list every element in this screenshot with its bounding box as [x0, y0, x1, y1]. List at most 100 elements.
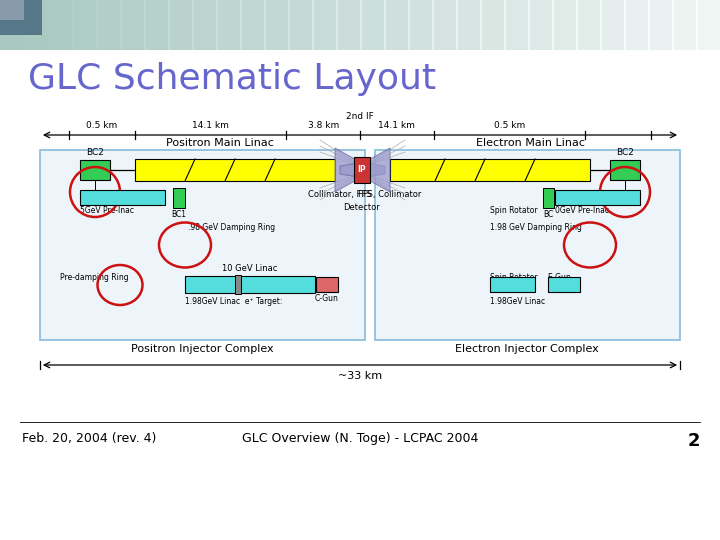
Bar — [0, 0, 42, 35]
Bar — [108, 0, 127, 50]
Text: .98 GeV Damping Ring: .98 GeV Damping Ring — [188, 223, 275, 232]
Text: Detector: Detector — [343, 203, 380, 212]
Bar — [666, 0, 685, 50]
Polygon shape — [360, 162, 385, 178]
Bar — [648, 0, 667, 50]
Bar — [522, 0, 541, 50]
Text: 5GeV Pre-Inac: 5GeV Pre-Inac — [80, 206, 134, 215]
Text: Positron Injector Complex: Positron Injector Complex — [131, 344, 274, 354]
Bar — [468, 0, 487, 50]
Bar — [432, 0, 451, 50]
Text: 14.1 km: 14.1 km — [192, 121, 229, 130]
Text: 1.98 GeV Damping Ring: 1.98 GeV Damping Ring — [490, 223, 582, 232]
Bar — [144, 0, 163, 50]
FancyBboxPatch shape — [40, 150, 365, 340]
Text: 1.98GeV Linac: 1.98GeV Linac — [490, 297, 545, 306]
Bar — [543, 188, 554, 208]
Bar — [235, 275, 241, 294]
Bar — [548, 277, 580, 292]
Bar — [456, 0, 482, 50]
Text: E Gun: E Gun — [548, 273, 571, 281]
Bar — [48, 0, 74, 50]
Bar — [0, 0, 720, 50]
Bar — [360, 0, 386, 50]
Text: 2: 2 — [688, 432, 700, 450]
Bar — [0, 0, 24, 20]
Text: 1.98GeV Linac  e⁺ Target:: 1.98GeV Linac e⁺ Target: — [185, 297, 282, 306]
Text: Collimator, FFS: Collimator, FFS — [308, 190, 372, 199]
Bar — [408, 0, 434, 50]
Text: BC2: BC2 — [616, 148, 634, 157]
Text: 2nd IF: 2nd IF — [346, 112, 374, 121]
Bar — [558, 0, 577, 50]
Bar — [24, 0, 50, 50]
Bar — [342, 0, 361, 50]
Bar — [648, 0, 674, 50]
Bar — [192, 0, 218, 50]
Bar — [552, 0, 578, 50]
Bar — [126, 0, 145, 50]
Bar — [540, 0, 559, 50]
Bar — [173, 188, 185, 208]
Bar — [555, 190, 640, 205]
Text: IP: IP — [358, 165, 366, 174]
Bar — [696, 0, 720, 50]
Bar — [185, 276, 315, 293]
Text: 0.5 km: 0.5 km — [494, 121, 525, 130]
Bar — [216, 0, 242, 50]
Text: BC2: BC2 — [86, 148, 104, 157]
Bar — [198, 0, 217, 50]
Bar — [486, 0, 505, 50]
Bar — [90, 0, 109, 50]
Text: Pre-damping Ring: Pre-damping Ring — [60, 273, 129, 281]
Bar — [54, 0, 73, 50]
Bar — [80, 160, 110, 180]
FancyBboxPatch shape — [375, 150, 680, 340]
Bar — [624, 0, 650, 50]
Bar — [600, 0, 626, 50]
Bar — [324, 0, 343, 50]
Text: BC: BC — [543, 210, 553, 219]
Bar — [216, 0, 235, 50]
Bar — [316, 277, 338, 292]
Bar — [576, 0, 595, 50]
Bar — [36, 0, 55, 50]
Text: Spin Rotator: Spin Rotator — [490, 206, 538, 215]
Bar — [288, 0, 314, 50]
Bar — [360, 0, 379, 50]
Text: 0.5 km: 0.5 km — [86, 121, 117, 130]
Bar — [336, 0, 362, 50]
Bar — [0, 0, 26, 50]
Bar — [594, 0, 613, 50]
Bar — [684, 0, 703, 50]
Bar — [80, 190, 165, 205]
Bar — [702, 0, 720, 50]
Bar — [390, 159, 590, 181]
Text: Feb. 20, 2004 (rev. 4): Feb. 20, 2004 (rev. 4) — [22, 432, 156, 445]
Bar — [135, 159, 335, 181]
Text: C-Gun: C-Gun — [315, 294, 339, 303]
Bar — [306, 0, 325, 50]
Text: Positron Main Linac: Positron Main Linac — [166, 138, 274, 148]
Text: Electron Main Linac: Electron Main Linac — [475, 138, 585, 148]
Bar — [96, 0, 122, 50]
Bar — [270, 0, 289, 50]
Bar — [72, 0, 98, 50]
Text: FFS, Collimator: FFS, Collimator — [359, 190, 422, 199]
Bar — [378, 0, 397, 50]
Bar — [144, 0, 170, 50]
Polygon shape — [365, 148, 390, 192]
Text: 14.1 km: 14.1 km — [379, 121, 415, 130]
Bar — [414, 0, 433, 50]
Text: BC1: BC1 — [171, 210, 186, 219]
Bar — [384, 0, 410, 50]
Bar — [120, 0, 146, 50]
Bar — [612, 0, 631, 50]
Bar — [288, 0, 307, 50]
Bar — [234, 0, 253, 50]
Bar — [240, 0, 266, 50]
Polygon shape — [340, 162, 365, 178]
Text: 10 GeV Linac: 10 GeV Linac — [222, 264, 278, 273]
Bar — [72, 0, 91, 50]
Bar — [490, 277, 535, 292]
